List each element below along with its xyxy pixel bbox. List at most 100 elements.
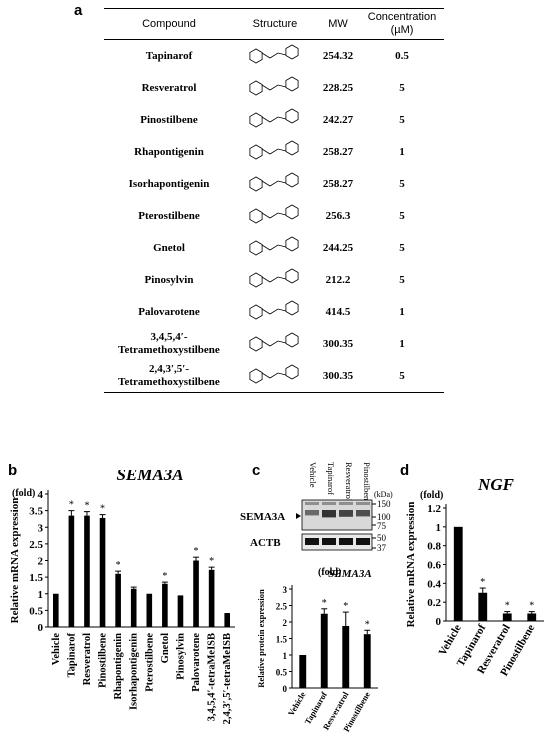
molecular-weight: 414.5 — [325, 305, 351, 318]
marker-150: 150 — [377, 499, 391, 509]
structure-image — [234, 264, 316, 296]
structure-image — [234, 104, 316, 136]
table-row: Isorhapontigenin 258.27 5 — [104, 168, 444, 200]
bar — [502, 613, 512, 621]
compound-table: Compound Structure MW Concentration (µM) … — [104, 8, 444, 393]
category-label: Rhapontigenin — [113, 633, 124, 700]
sema3a-band — [305, 510, 319, 516]
category-label: Pterostilbene — [144, 633, 155, 692]
bar — [130, 588, 137, 627]
category-label: Tapinarof — [66, 633, 77, 678]
molecular-weight: 258.27 — [322, 177, 354, 190]
y-tick-label: 1 — [283, 651, 288, 661]
y-tick-label: 1.5 — [276, 635, 288, 645]
significance-marker: * — [322, 598, 327, 609]
molecular-weight: 212.2 — [325, 273, 351, 286]
molecular-weight: 228.25 — [322, 81, 354, 94]
bar — [146, 593, 153, 627]
marker-100: 100 — [377, 512, 391, 522]
chart-sema3a-protein: SEMA3A(fold) Relative protein expression 0… — [256, 567, 378, 733]
molecular-weight: 242.27 — [322, 113, 354, 126]
table-row: 2,4,3′,5′- Tetramethoxystilbene 300.35 5 — [104, 360, 444, 393]
table-row: Palovarotene 414.5 1 — [104, 296, 444, 328]
sema3a-upper-band — [356, 502, 370, 505]
actb-band — [339, 538, 353, 545]
category-label: Pinosylvin — [175, 633, 186, 680]
sema3a-band — [322, 510, 336, 518]
fold-unit-label: (fold) — [420, 490, 443, 501]
y-tick-label: 2.5 — [276, 602, 288, 612]
category-label: 2,4,3′,5′-tetraMeISB — [222, 633, 233, 724]
lane-label: Vehicle — [308, 462, 318, 488]
structure-image — [234, 168, 316, 200]
actb-band — [322, 538, 336, 545]
y-tick-label: 1 — [436, 522, 442, 534]
significance-marker: * — [69, 500, 74, 511]
concentration-value: 5 — [399, 113, 405, 126]
table-row: Rhapontigenin 258.27 1 — [104, 136, 444, 168]
molecular-weight: 254.32 — [322, 49, 354, 62]
panel-label-c: c — [252, 462, 261, 479]
lane-label: Resveratrol — [344, 462, 354, 502]
compound-name: 2,4,3′,5′- Tetramethoxystilbene — [104, 360, 234, 393]
compound-name: Palovarotene — [138, 305, 200, 318]
concentration-value: 5 — [399, 177, 405, 190]
category-label: Vehicle — [51, 633, 62, 666]
sema3a-blot-label: SEMA3A — [240, 511, 285, 523]
panel-label-a: a — [74, 2, 83, 19]
y-tick-label: 1.2 — [427, 503, 441, 515]
category-label: Vehicle — [286, 690, 308, 718]
marker-75: 75 — [377, 521, 387, 531]
molecular-weight: 256.3 — [325, 209, 351, 222]
significance-marker: * — [162, 571, 167, 582]
bar — [224, 613, 231, 627]
chart-title: SEMA3A — [116, 470, 183, 484]
bar — [99, 517, 106, 627]
y-tick-label: 0 — [38, 622, 44, 634]
concentration-value: 1 — [399, 305, 405, 318]
panel-label-d: d — [400, 462, 410, 479]
concentration-value: 1 — [399, 337, 405, 350]
category-label: Isorhapontigenin — [129, 633, 140, 710]
y-tick-label: 1 — [38, 589, 44, 601]
chart-sema3a-mrna: SEMA3A (fold)Relative mRNA expression 0 0.5… — [9, 470, 235, 724]
compound-name: Pinostilbene — [140, 113, 198, 126]
y-tick-label: 0.2 — [427, 597, 441, 609]
fold-unit-label: (fold) — [12, 488, 35, 499]
y-tick-label: 1.5 — [29, 572, 43, 584]
chart-ngf-mrna: NGF (fold)Relative mRNA expression 0 0.2 0.4… — [405, 475, 544, 678]
actb-blot-label: ACTB — [250, 537, 281, 549]
significance-marker: * — [100, 504, 105, 515]
bar — [320, 613, 328, 688]
category-label: Palovarotene — [191, 633, 202, 692]
actb-band — [305, 538, 319, 545]
molecular-weight: 300.35 — [322, 337, 354, 350]
y-tick-label: 3 — [38, 522, 44, 534]
y-tick-label: 2 — [283, 618, 288, 628]
structure-image — [234, 328, 316, 360]
y-tick-label: 0.6 — [427, 560, 441, 572]
bar — [342, 625, 350, 688]
y-tick-label: 0.8 — [427, 541, 441, 553]
y-tick-label: 0.5 — [29, 605, 43, 617]
bar — [527, 613, 537, 621]
structure-image — [234, 72, 316, 104]
molecular-weight: 244.25 — [322, 241, 354, 254]
significance-marker: * — [116, 560, 121, 571]
bar — [193, 560, 199, 627]
y-tick-label: 3.5 — [29, 506, 43, 518]
marker-37: 37 — [377, 543, 387, 553]
bar — [453, 526, 463, 621]
table-row: Pinosylvin 212.2 5 — [104, 264, 444, 296]
actb-blot — [301, 533, 373, 551]
fold-unit-label: (fold) — [318, 567, 341, 578]
significance-marker: * — [505, 601, 510, 612]
concentration-value: 5 — [399, 273, 405, 286]
structure-image — [234, 200, 316, 232]
molecular-weight: 300.35 — [316, 360, 360, 393]
western-blot: Vehicle Tapinarof Resveratrol Pinostilbene … — [240, 462, 393, 553]
lane-label: Pinostilbene — [362, 462, 372, 504]
compound-name: 3,4,5,4′- Tetramethoxystilbene — [118, 331, 220, 356]
band-arrow-icon — [296, 513, 301, 519]
concentration-value: 1 — [399, 145, 405, 158]
